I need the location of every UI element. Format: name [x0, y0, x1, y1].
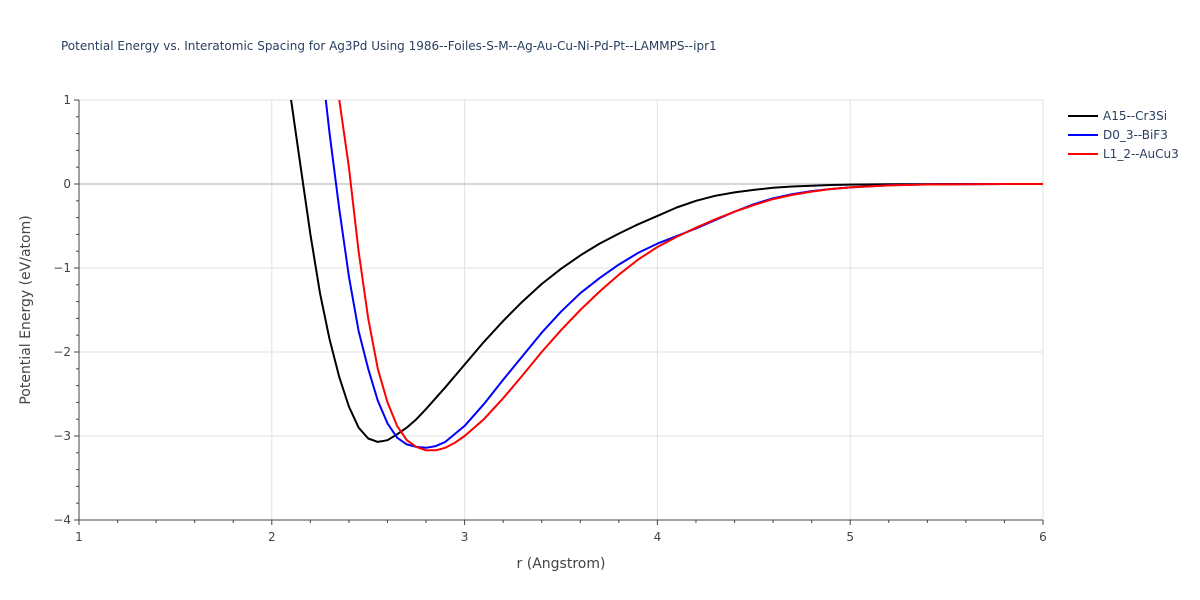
legend-label: A15--Cr3Si [1103, 109, 1167, 123]
x-tick-label: 4 [654, 530, 662, 544]
grid-layer [79, 99, 1044, 520]
x-tick-label: 3 [461, 530, 469, 544]
series-line-1[interactable] [324, 100, 1043, 449]
series-line-0[interactable] [290, 100, 1043, 443]
y-tick-label: −4 [53, 513, 71, 527]
series-layer [290, 100, 1043, 452]
y-tick-label: −3 [53, 429, 71, 443]
legend-item-2[interactable]: L1_2--AuCu3 [1068, 147, 1179, 161]
y-axis-title: Potential Energy (eV/atom) [18, 215, 34, 404]
x-axis-title: r (Angstrom) [517, 556, 606, 572]
y-tick-label: 1 [63, 93, 71, 107]
chart-title: Potential Energy vs. Interatomic Spacing… [61, 39, 717, 53]
series-line-2[interactable] [338, 100, 1043, 452]
legend-label: D0_3--BiF3 [1103, 128, 1168, 142]
x-tick-label: 5 [846, 530, 854, 544]
legend[interactable]: A15--Cr3Si D0_3--BiF3 L1_2--AuCu3 [1068, 109, 1179, 161]
y-tick-label: −1 [53, 261, 71, 275]
x-tick-label: 2 [268, 530, 276, 544]
axes-layer: 1 2 3 4 5 6 1 0 −1 −2 −3 −4 [53, 93, 1047, 544]
y-tick-label: 0 [63, 177, 71, 191]
y-tick-label: −2 [53, 345, 71, 359]
legend-label: L1_2--AuCu3 [1103, 147, 1179, 161]
x-tick-label: 6 [1039, 530, 1047, 544]
x-tick-label: 1 [75, 530, 83, 544]
legend-item-1[interactable]: D0_3--BiF3 [1068, 128, 1168, 142]
legend-item-0[interactable]: A15--Cr3Si [1068, 109, 1167, 123]
